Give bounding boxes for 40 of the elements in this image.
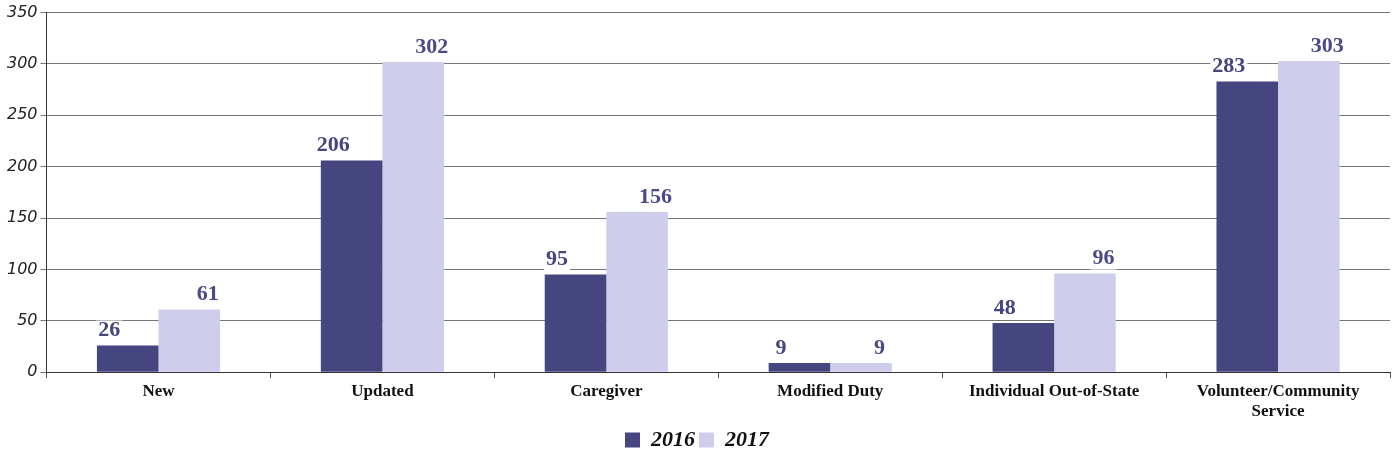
data-label: 206 <box>316 131 350 157</box>
x-tick-label: Volunteer/Community Service <box>1196 380 1360 421</box>
bar <box>606 211 668 372</box>
y-tick-label: 200 <box>6 155 38 175</box>
data-label: 9 <box>873 333 885 359</box>
y-tick-label: 0 <box>27 361 38 381</box>
y-tick-label: 300 <box>6 53 38 73</box>
legend-label: 2016 <box>650 425 695 451</box>
data-label: 95 <box>546 245 569 271</box>
legend-label: 2017 <box>724 425 770 451</box>
data-label: 61 <box>196 280 219 306</box>
y-tick-label: 100 <box>6 258 38 278</box>
y-tick-label: 250 <box>6 104 38 124</box>
y-tick-label: 150 <box>6 207 38 227</box>
bar <box>544 274 607 372</box>
bar <box>992 322 1055 372</box>
bar <box>1054 273 1116 372</box>
y-tick-label: 50 <box>17 309 38 329</box>
x-tick-label: Individual Out-of-State <box>968 380 1140 400</box>
bar <box>1216 81 1279 372</box>
bar <box>96 345 159 372</box>
data-label: 26 <box>98 316 121 342</box>
bar <box>1278 60 1340 372</box>
bar <box>158 309 221 372</box>
data-label: 96 <box>1092 244 1115 270</box>
data-label: 48 <box>993 293 1016 319</box>
data-label: 283 <box>1212 52 1246 78</box>
x-tick-label: Caregiver <box>570 380 643 400</box>
data-label: 9 <box>775 333 787 359</box>
x-tick-label: Updated <box>351 380 415 400</box>
y-tick-label: 350 <box>6 1 38 21</box>
bar <box>382 61 444 372</box>
x-tick-label: Modified Duty <box>777 380 884 400</box>
bar <box>768 362 831 372</box>
x-tick-label: New <box>142 380 176 400</box>
bar <box>830 362 892 372</box>
bar <box>320 160 383 372</box>
data-label: 303 <box>1310 31 1344 57</box>
data-label: 156 <box>639 182 673 208</box>
data-label: 302 <box>415 32 449 58</box>
